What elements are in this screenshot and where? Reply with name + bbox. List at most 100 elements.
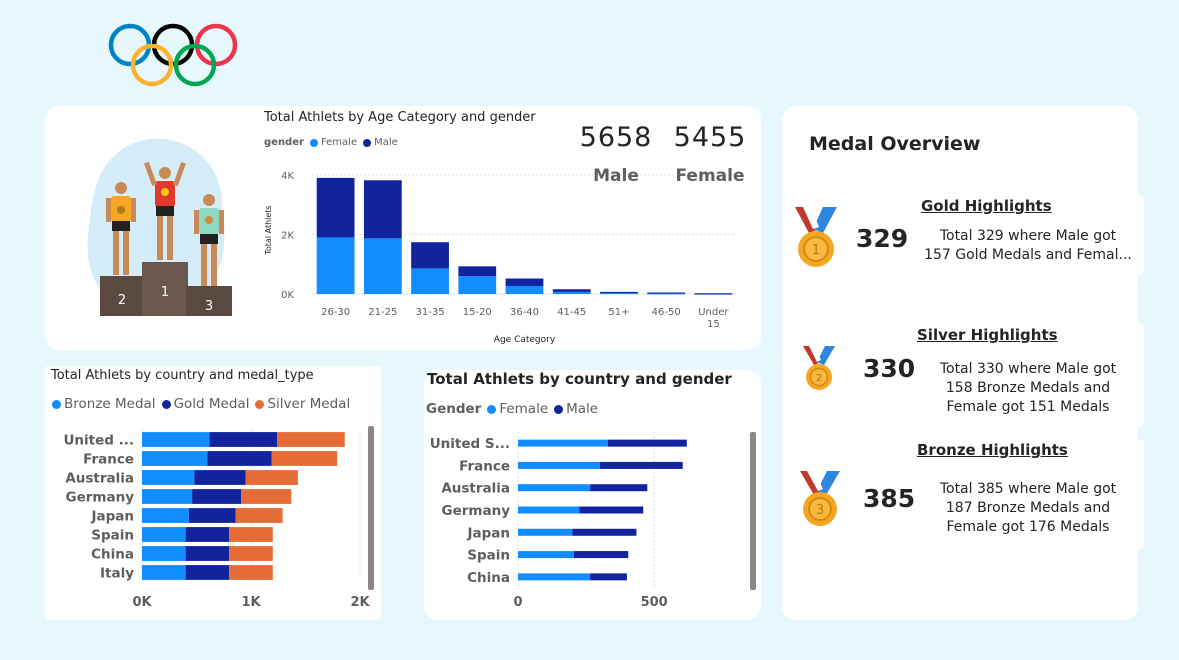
- legend-female-swatch: [487, 404, 497, 414]
- silver-highlight-line: 158 Bronze Medals and: [945, 380, 1111, 396]
- x-tick-label: 36-40: [510, 307, 539, 318]
- bar-segment-bronze-medal: [142, 546, 186, 561]
- bar-segment-female: [505, 285, 544, 294]
- y-tick-label: Australia: [441, 481, 510, 497]
- bar-segment-male: [590, 573, 627, 581]
- bar-segment-male: [579, 506, 644, 514]
- legend-gold-label: Gold Medal: [173, 396, 250, 412]
- legend-male-swatch: [363, 138, 372, 147]
- bar-segment-male: [647, 292, 686, 294]
- bar-segment-female: [518, 551, 574, 559]
- silver-highlight-text: Total 330 where Male got 158 Bronze Meda…: [918, 360, 1138, 417]
- gold-highlights-heading: Gold Highlights: [921, 197, 1052, 215]
- gold-medal-number: 1: [812, 243, 820, 258]
- male-label: Male: [593, 166, 639, 186]
- bar-segment-silver-medal: [235, 508, 283, 523]
- male-count: 5658: [579, 122, 653, 153]
- bronze-medal-count: 385: [863, 484, 916, 513]
- legend-title: gender: [264, 137, 304, 148]
- bronze-highlight-panel: [782, 440, 1144, 548]
- x-tick-label: 2K: [350, 595, 370, 610]
- silver-medal-count: 330: [863, 354, 916, 383]
- bar-segment-male: [600, 291, 638, 294]
- bar-segment-gold-medal: [209, 432, 278, 447]
- bar-segment-silver-medal: [229, 527, 273, 542]
- bar-segment-male: [572, 528, 637, 536]
- bar-segment-female: [518, 461, 600, 469]
- country-medal-chart: 0K 1K 2K United ... France Australia Germany Ja…: [63, 430, 370, 610]
- country-gender-legend: Gender Female Male: [426, 401, 598, 417]
- x-tick-label: 0K: [132, 595, 152, 610]
- female-label: Female: [675, 166, 745, 186]
- legend-bronze-swatch: [52, 399, 61, 409]
- bar-segment-bronze-medal: [142, 489, 193, 504]
- silver-medal-icon: 2: [803, 346, 835, 390]
- gold-medal-icon: 1: [795, 207, 837, 267]
- legend-male-swatch: [554, 404, 564, 414]
- gold-highlight-line: 157 Gold Medals and Femal...: [924, 247, 1132, 263]
- bar-segment-male: [316, 177, 355, 238]
- silver-highlight-line: Female got 151 Medals: [946, 399, 1110, 415]
- legend-female-swatch: [309, 138, 318, 147]
- bar-segment-gold-medal: [185, 565, 230, 580]
- y-tick-label: Spain: [91, 528, 134, 544]
- country-medal-scrollbar[interactable]: [368, 426, 374, 590]
- bronze-highlight-line: 187 Bronze Medals and: [945, 500, 1111, 516]
- x-tick-label: 0: [513, 595, 522, 610]
- y-tick-label: France: [459, 458, 510, 474]
- y-axis-title: Total Athlets: [264, 205, 273, 255]
- y-tick-label: Japan: [466, 525, 510, 541]
- bar-segment-female: [518, 439, 608, 447]
- country-gender-scrollbar[interactable]: [750, 432, 756, 590]
- age-chart-title: Total Athlets by Age Category and gender: [264, 110, 536, 125]
- y-tick-label: 2K: [281, 230, 294, 241]
- bar-segment-male: [363, 180, 402, 239]
- country-medal-title: Total Athlets by country and medal_type: [51, 368, 314, 383]
- x-tick-label: 21-25: [368, 307, 397, 318]
- bar-segment-male: [599, 461, 683, 469]
- bar-segment-female: [316, 237, 355, 294]
- female-count: 5455: [673, 122, 747, 153]
- bar-segment-male: [552, 289, 591, 292]
- legend-title: Gender: [426, 401, 482, 417]
- silver-highlight-panel: [782, 324, 1144, 426]
- x-tick-label: Under: [698, 307, 729, 318]
- bar-segment-female: [600, 293, 638, 295]
- bar-segment-female: [552, 291, 591, 294]
- y-tick-label: France: [83, 452, 134, 468]
- bar-segment-female: [458, 276, 497, 294]
- legend-female-label: Female: [499, 401, 549, 417]
- bronze-highlight-line: Female got 176 Medals: [946, 519, 1110, 535]
- bronze-highlights-heading: Bronze Highlights: [917, 441, 1068, 459]
- legend-male-label: Male: [374, 137, 398, 148]
- bar-segment-male: [505, 278, 544, 286]
- podium-place-1: 1: [161, 285, 169, 300]
- bar-segment-bronze-medal: [142, 432, 210, 447]
- bronze-medal-icon: 3: [800, 471, 840, 526]
- bar-segment-silver-medal: [245, 470, 298, 485]
- y-tick-label: Spain: [467, 548, 510, 564]
- bar-segment-gold-medal: [188, 508, 236, 523]
- silver-medal-number: 2: [816, 373, 822, 384]
- gold-highlight-text: Total 329 where Male got 157 Gold Medals…: [918, 227, 1138, 265]
- bar-segment-gold-medal: [207, 451, 272, 466]
- podium-place-3: 3: [205, 299, 213, 314]
- gold-highlight-line: Total 329 where Male got: [939, 228, 1117, 244]
- x-tick-label: 15-20: [463, 307, 492, 318]
- legend-male-label: Male: [566, 401, 599, 417]
- bar-segment-bronze-medal: [142, 508, 189, 523]
- bar-segment-silver-medal: [241, 489, 292, 504]
- bar-segment-gold-medal: [185, 546, 230, 561]
- bar-segment-female: [411, 268, 449, 294]
- gold-medal-count: 329: [856, 224, 909, 253]
- bar-segment-male: [458, 266, 497, 277]
- legend-silver-swatch: [255, 399, 265, 409]
- country-medal-legend: Bronze Medal Gold Medal Silver Medal: [46, 396, 350, 412]
- x-tick-label: 500: [641, 595, 668, 610]
- y-tick-label: Germany: [442, 503, 511, 519]
- podium-athletes-icon: 2 1 3: [87, 138, 232, 316]
- country-gender-chart: 0 500 United S... France Australia Germany Jap…: [430, 432, 687, 610]
- y-tick-label: 4K: [281, 171, 294, 182]
- age-category-chart: 4K 2K 0K Total Athlets 26-30 21-25 31-35 15-20 3…: [264, 171, 737, 345]
- bar-segment-gold-medal: [192, 489, 242, 504]
